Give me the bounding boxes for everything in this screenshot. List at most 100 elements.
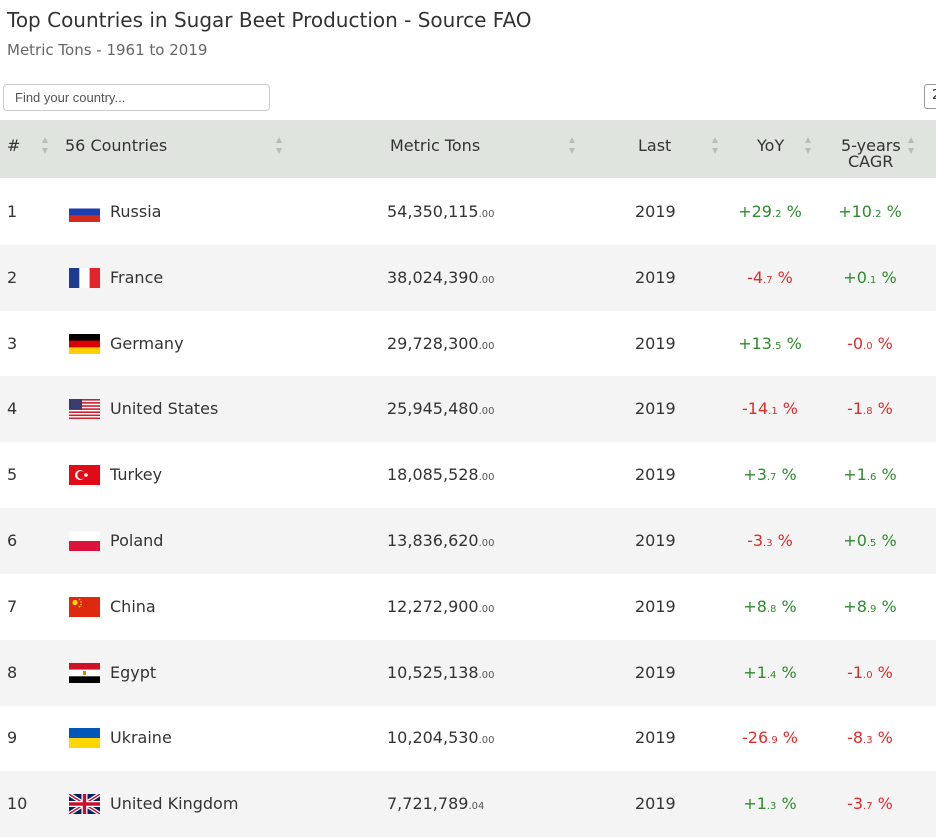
column-header-country[interactable]: 56 Countries: [65, 136, 168, 155]
table-row[interactable]: 9 Ukraine 10,204,530.00 2019 -26.9 % -8.3 %: [0, 705, 936, 771]
sort-arrows-icon[interactable]: [276, 137, 283, 155]
cagr-integer: +10: [838, 202, 872, 221]
yoy-cell: -4.7 %: [720, 268, 820, 287]
metric-tons-cell: 18,085,528.00: [387, 465, 495, 484]
country-name-link[interactable]: Turkey: [110, 465, 163, 485]
yoy-integer: +8: [743, 596, 767, 616]
column-header-rank[interactable]: #: [7, 136, 21, 155]
yoy-cell: -3.3 %: [720, 531, 820, 550]
rank-cell: 5: [7, 465, 18, 485]
yoy-integer: +3: [743, 465, 767, 485]
yoy-integer: -3: [747, 531, 764, 550]
sort-arrows-icon[interactable]: [908, 137, 915, 155]
yoy-unit: %: [781, 333, 802, 353]
country-name-link[interactable]: France: [110, 267, 164, 287]
cagr-decimal: .3: [863, 735, 873, 747]
cagr-integer: +8: [843, 596, 867, 616]
country-name-link[interactable]: United Kingdom: [110, 794, 239, 814]
table-row[interactable]: 10 United Kingdom 7,721,789.04 2019 +1.3 % -3…: [0, 771, 936, 838]
metric-tons-cell: 54,350,115.00: [387, 202, 495, 221]
rank-cell: 1: [7, 202, 18, 221]
cagr-cell: -1.0 %: [820, 663, 920, 682]
metric-tons-integer: 29,728,300: [387, 333, 479, 353]
metric-tons-decimal: .00: [478, 735, 495, 747]
china-flag-icon: [69, 596, 100, 617]
yoy-cell: +13.5 %: [720, 334, 820, 353]
metric-tons-integer: 38,024,390: [387, 267, 479, 287]
metric-tons-decimal: .00: [478, 603, 495, 615]
cagr-cell: +8.9 %: [820, 597, 920, 616]
ukraine-flag-icon: [69, 728, 100, 749]
yoy-cell: +3.7 %: [720, 465, 820, 484]
cagr-cell: -8.3 %: [820, 728, 920, 747]
usa-flag-icon: [69, 399, 100, 420]
metric-tons-cell: 12,272,900.00: [387, 597, 495, 616]
rank-cell: 4: [7, 399, 18, 419]
metric-tons-integer: 54,350,115: [387, 202, 479, 221]
cagr-decimal: .2: [871, 209, 882, 220]
country-name-link[interactable]: China: [110, 596, 156, 616]
table-row[interactable]: 7 China 12,272,900.00 2019 +8.8 % +8.9 %: [0, 574, 936, 640]
cagr-integer: +0: [843, 531, 867, 550]
country-name-link[interactable]: Egypt: [110, 662, 157, 682]
table-row[interactable]: 5 Turkey 18,085,528.00 2019 +3.7 % +1.6 %: [0, 442, 936, 508]
yoy-integer: +1: [743, 794, 767, 814]
cagr-integer: -1: [847, 662, 864, 682]
sort-arrows-icon[interactable]: [42, 137, 49, 155]
cagr-decimal: .0: [863, 340, 873, 352]
table-row[interactable]: 6 Poland 13,836,620.00 2019 -3.3 % +0.5 %: [0, 508, 936, 574]
cagr-integer: -1: [847, 399, 864, 419]
metric-tons-decimal: .00: [478, 538, 495, 549]
cagr-unit: %: [876, 531, 897, 550]
column-header-last[interactable]: Last: [638, 136, 672, 155]
last-year-cell: 2019: [635, 333, 676, 353]
sort-arrows-icon[interactable]: [712, 137, 719, 155]
country-name-link[interactable]: Ukraine: [110, 728, 172, 748]
cagr-cell: +10.2 %: [820, 202, 920, 221]
yoy-cell: +29.2 %: [720, 202, 820, 221]
country-name-link[interactable]: Russia: [110, 202, 162, 221]
country-name-link[interactable]: United States: [110, 399, 219, 419]
yoy-decimal: .1: [768, 406, 778, 418]
metric-tons-cell: 10,204,530.00: [387, 728, 495, 747]
uk-flag-icon: [69, 794, 100, 815]
rank-cell: 6: [7, 531, 18, 550]
sort-arrows-icon[interactable]: [569, 137, 576, 155]
last-year-cell: 2019: [635, 399, 676, 419]
table-row[interactable]: 4 United States 25,945,480.00 2019 -14.1 % -1…: [0, 376, 936, 443]
yoy-unit: %: [776, 465, 797, 485]
cagr-decimal: .0: [863, 669, 873, 681]
last-year-cell: 2019: [635, 465, 676, 485]
column-header-5yr-cagr-line2[interactable]: CAGR: [848, 152, 894, 171]
column-header-metric-tons[interactable]: Metric Tons: [390, 136, 481, 155]
yoy-unit: %: [772, 531, 793, 550]
cagr-cell: -3.7 %: [820, 794, 920, 813]
table-row[interactable]: 8 Egypt 10,525,138.00 2019 +1.4 % -1.0 %: [0, 639, 936, 706]
country-name-link[interactable]: Poland: [110, 531, 164, 550]
column-header-yoy[interactable]: YoY: [757, 136, 785, 155]
cagr-integer: -8: [847, 728, 864, 748]
table-header: # 56 Countries Metric Tons Last YoY 5-ye…: [0, 120, 936, 178]
cagr-integer: -3: [847, 794, 864, 814]
page-title: Top Countries in Sugar Beet Production -…: [7, 8, 532, 32]
cagr-integer: +1: [843, 465, 867, 485]
country-name-link[interactable]: Germany: [110, 333, 184, 353]
table-row[interactable]: 1 Russia 54,350,115.00 2019 +29.2 % +10.2 %: [0, 179, 936, 245]
sort-arrows-icon[interactable]: [805, 137, 812, 155]
metric-tons-integer: 7,721,789: [387, 794, 469, 814]
metric-tons-integer: 12,272,900: [387, 596, 479, 616]
table-row[interactable]: 2 France 38,024,390.00 2019 -4.7 % +0.1 %: [0, 244, 936, 311]
yoy-integer: -14: [742, 399, 769, 419]
column-header-5yr-cagr-line1[interactable]: 5-years: [841, 136, 901, 155]
search-input[interactable]: [3, 84, 270, 111]
metric-tons-decimal: .00: [478, 274, 495, 286]
yoy-decimal: .2: [771, 209, 782, 220]
yoy-unit: %: [777, 399, 798, 419]
cagr-cell: +0.5 %: [820, 531, 920, 550]
cagr-unit: %: [881, 202, 902, 221]
table-row[interactable]: 3 Germany 29,728,300.00 2019 +13.5 % -0.0 %: [0, 311, 936, 377]
page-size-select[interactable]: 2: [924, 84, 936, 109]
metric-tons-integer: 25,945,480: [387, 399, 479, 419]
cagr-decimal: .6: [866, 472, 877, 484]
yoy-integer: +13: [738, 333, 772, 353]
